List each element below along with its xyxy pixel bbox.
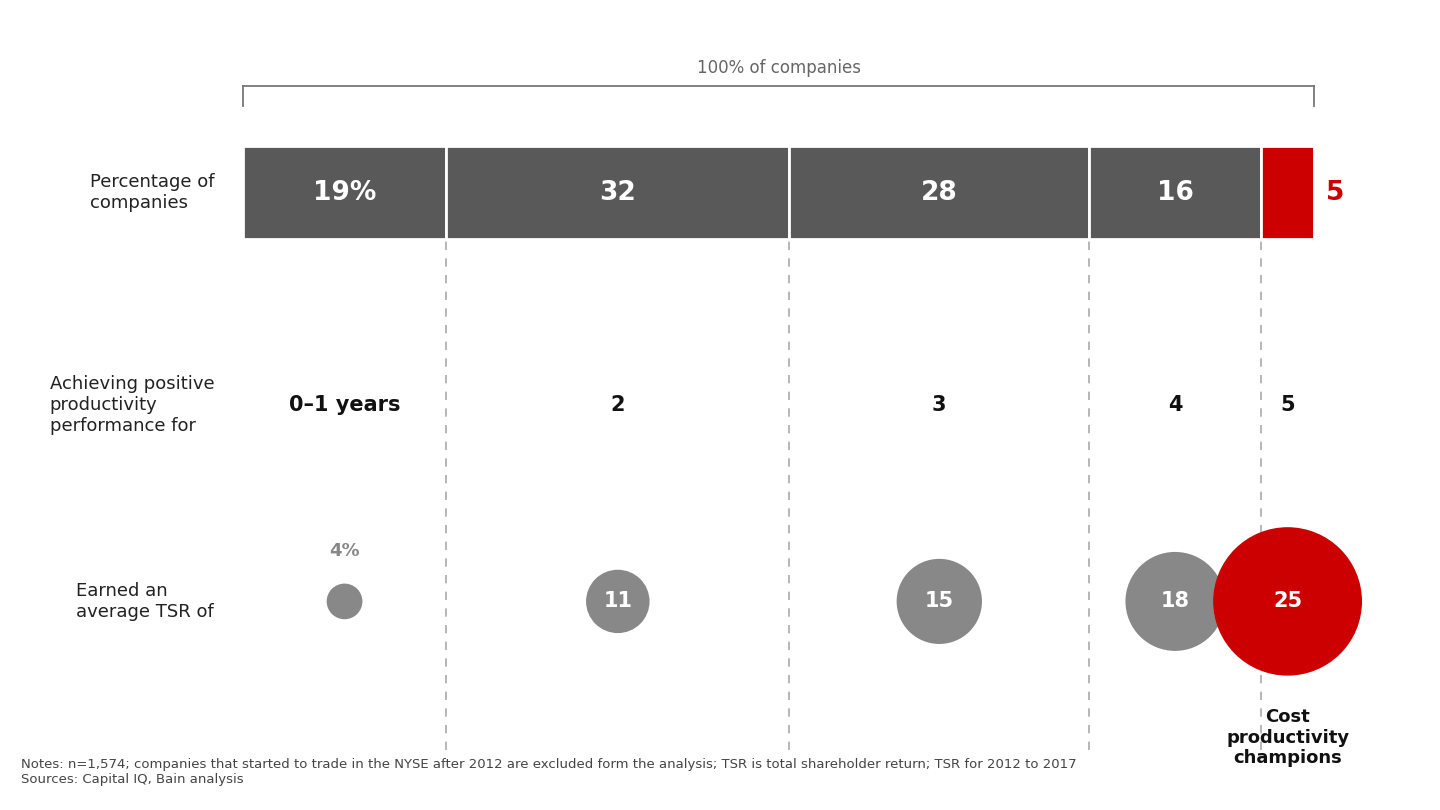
Ellipse shape	[1212, 527, 1362, 676]
Text: 5: 5	[1326, 180, 1344, 206]
Text: 4: 4	[1168, 395, 1182, 415]
Text: Earned an
average TSR of: Earned an average TSR of	[76, 582, 215, 620]
Bar	[1089, 147, 1261, 239]
Text: 0–1 years: 0–1 years	[289, 395, 400, 415]
Text: 11: 11	[603, 591, 632, 612]
Bar	[1261, 147, 1315, 239]
Text: 32: 32	[599, 180, 636, 206]
Text: Cost
productivity
champions: Cost productivity champions	[1225, 708, 1349, 767]
Text: 19%: 19%	[312, 180, 376, 206]
Text: 2: 2	[611, 395, 625, 415]
Ellipse shape	[1126, 552, 1224, 651]
Text: Notes: n=1,574; companies that started to trade in the NYSE after 2012 are exclu: Notes: n=1,574; companies that started t…	[22, 758, 1077, 786]
Text: 5: 5	[1280, 395, 1295, 415]
Text: 4%: 4%	[330, 542, 360, 560]
Ellipse shape	[327, 583, 363, 619]
Text: 18: 18	[1161, 591, 1189, 612]
Text: 16: 16	[1156, 180, 1194, 206]
Ellipse shape	[897, 559, 982, 644]
Ellipse shape	[586, 569, 649, 633]
Text: 25: 25	[1273, 591, 1302, 612]
Text: Achieving positive
productivity
performance for: Achieving positive productivity performa…	[49, 375, 215, 435]
Bar	[789, 147, 1089, 239]
Text: 100% of companies: 100% of companies	[697, 58, 861, 77]
Text: 28: 28	[922, 180, 958, 206]
Text: 15: 15	[924, 591, 953, 612]
Bar	[446, 147, 789, 239]
Text: Percentage of
companies: Percentage of companies	[89, 173, 215, 212]
Text: 3: 3	[932, 395, 946, 415]
Bar	[243, 147, 446, 239]
